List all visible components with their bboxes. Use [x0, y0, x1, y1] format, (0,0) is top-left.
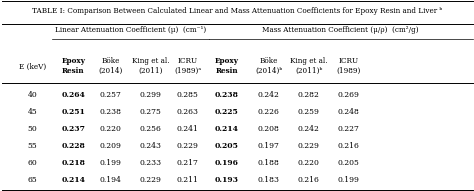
Text: 0.256: 0.256 — [140, 125, 162, 133]
Text: 0.197: 0.197 — [258, 142, 280, 150]
Text: 0.263: 0.263 — [177, 108, 199, 116]
Text: 0.259: 0.259 — [298, 108, 319, 116]
Text: 0.257: 0.257 — [100, 91, 121, 99]
Text: 0.251: 0.251 — [62, 108, 85, 116]
Text: 0.242: 0.242 — [258, 91, 280, 99]
Text: 0.225: 0.225 — [215, 108, 238, 116]
Text: 0.238: 0.238 — [215, 91, 238, 99]
Text: 0.229: 0.229 — [140, 176, 162, 185]
Text: 40: 40 — [27, 91, 37, 99]
Text: 0.285: 0.285 — [177, 91, 199, 99]
Text: 50: 50 — [27, 125, 37, 133]
Text: 0.216: 0.216 — [337, 142, 359, 150]
Text: Böke
(2014): Böke (2014) — [98, 57, 123, 74]
Text: King et al.
(2011): King et al. (2011) — [132, 57, 170, 74]
Text: 0.299: 0.299 — [140, 91, 162, 99]
Text: 0.220: 0.220 — [100, 125, 121, 133]
Text: 0.238: 0.238 — [100, 108, 121, 116]
Text: 0.227: 0.227 — [337, 125, 359, 133]
Text: 0.248: 0.248 — [337, 108, 359, 116]
Text: 0.269: 0.269 — [337, 91, 359, 99]
Text: ICRU
(1989)ᵃ: ICRU (1989)ᵃ — [174, 57, 201, 74]
Text: Epoxy
Resin: Epoxy Resin — [215, 57, 238, 74]
Text: 0.217: 0.217 — [177, 159, 199, 167]
Text: 0.282: 0.282 — [298, 91, 319, 99]
Text: 0.214: 0.214 — [62, 176, 85, 185]
Text: 0.193: 0.193 — [215, 176, 238, 185]
Text: 0.228: 0.228 — [62, 142, 85, 150]
Text: Mass Attenuation Coefficient (μ/ρ)  (cm²/g): Mass Attenuation Coefficient (μ/ρ) (cm²/… — [263, 26, 419, 34]
Text: 0.194: 0.194 — [100, 176, 121, 185]
Text: King et al.
(2011)ᵇ: King et al. (2011)ᵇ — [290, 57, 328, 74]
Text: 60: 60 — [27, 159, 37, 167]
Text: TABLE I: Comparison Between Calculated Linear and Mass Attenuation Coefficients : TABLE I: Comparison Between Calculated L… — [32, 7, 442, 15]
Text: 0.205: 0.205 — [337, 159, 359, 167]
Text: 0.226: 0.226 — [258, 108, 280, 116]
Text: 0.218: 0.218 — [62, 159, 85, 167]
Text: 0.229: 0.229 — [177, 142, 199, 150]
Text: 0.208: 0.208 — [258, 125, 280, 133]
Text: 0.233: 0.233 — [140, 159, 162, 167]
Text: Böke
(2014)ᵇ: Böke (2014)ᵇ — [255, 57, 283, 74]
Text: 0.211: 0.211 — [177, 176, 199, 185]
Text: 0.220: 0.220 — [298, 159, 319, 167]
Text: 0.237: 0.237 — [62, 125, 85, 133]
Text: ICRU
(1989): ICRU (1989) — [336, 57, 361, 74]
Text: 0.205: 0.205 — [215, 142, 238, 150]
Text: 0.183: 0.183 — [258, 176, 280, 185]
Text: 0.188: 0.188 — [258, 159, 280, 167]
Text: 55: 55 — [27, 142, 37, 150]
Text: 0.264: 0.264 — [62, 91, 85, 99]
Text: 0.242: 0.242 — [298, 125, 319, 133]
Text: Linear Attenuation Coefficient (μ)  (cm⁻¹): Linear Attenuation Coefficient (μ) (cm⁻¹… — [55, 26, 206, 34]
Text: 0.199: 0.199 — [337, 176, 359, 185]
Text: 65: 65 — [27, 176, 37, 185]
Text: 0.216: 0.216 — [298, 176, 319, 185]
Text: 45: 45 — [27, 108, 37, 116]
Text: 0.214: 0.214 — [215, 125, 238, 133]
Text: Epoxy
Resin: Epoxy Resin — [62, 57, 85, 74]
Text: 0.229: 0.229 — [298, 142, 319, 150]
Text: 0.241: 0.241 — [177, 125, 199, 133]
Text: 0.243: 0.243 — [140, 142, 162, 150]
Text: 0.275: 0.275 — [140, 108, 162, 116]
Text: 0.199: 0.199 — [100, 159, 121, 167]
Text: E (keV): E (keV) — [18, 62, 46, 70]
Text: 0.209: 0.209 — [100, 142, 121, 150]
Text: 0.196: 0.196 — [215, 159, 238, 167]
